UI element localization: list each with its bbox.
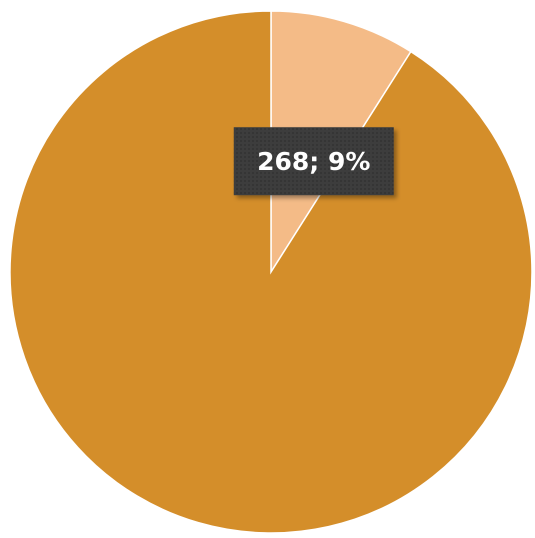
data-label-box [233,127,394,196]
pie-slices [9,10,533,534]
pie-slice-1 [9,10,533,534]
data-label-text: 268; 9% [257,147,370,176]
pie-data-labels: 268; 9% [233,127,394,196]
data-label-0: 268; 9% [233,127,394,196]
